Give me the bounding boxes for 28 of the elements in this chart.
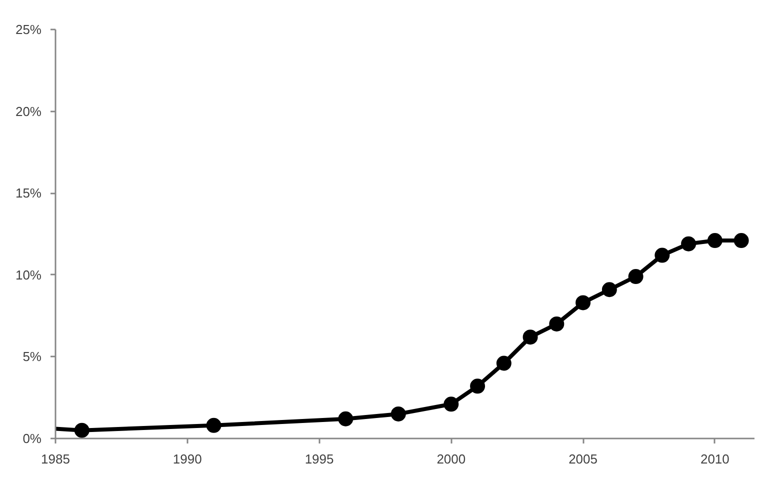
y-tick-label: 15% bbox=[15, 186, 42, 201]
point bbox=[707, 233, 722, 248]
x-tick-label: 1995 bbox=[304, 452, 334, 466]
point bbox=[470, 378, 486, 394]
y-tick-label: 0% bbox=[22, 431, 42, 446]
x-tick-label: 2000 bbox=[436, 452, 466, 466]
point bbox=[74, 422, 90, 438]
point bbox=[734, 233, 749, 248]
x-tick-label: 1990 bbox=[172, 452, 202, 466]
y-tick-label: 20% bbox=[15, 104, 42, 119]
x-tick-label: 1985 bbox=[41, 452, 70, 466]
point bbox=[681, 236, 696, 252]
x-tick-label: 2005 bbox=[568, 452, 598, 466]
point bbox=[522, 330, 538, 345]
point bbox=[602, 282, 617, 298]
point bbox=[206, 418, 222, 433]
y-tick-label: 25% bbox=[15, 22, 42, 37]
y-tick-label: 5% bbox=[22, 349, 42, 364]
y-tick-label: 10% bbox=[15, 267, 42, 282]
point bbox=[338, 411, 354, 426]
x-tick-label: 2010 bbox=[700, 452, 730, 466]
point bbox=[390, 406, 406, 422]
point bbox=[549, 316, 564, 332]
point bbox=[628, 269, 644, 284]
point bbox=[444, 396, 459, 412]
point bbox=[496, 356, 512, 371]
point bbox=[576, 295, 591, 310]
point bbox=[654, 248, 670, 263]
